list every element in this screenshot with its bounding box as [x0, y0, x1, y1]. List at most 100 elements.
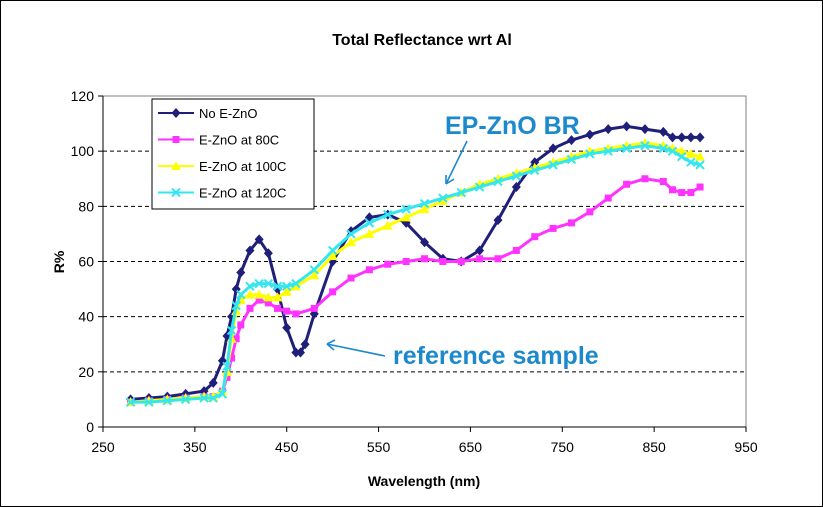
- data-point: [402, 258, 410, 265]
- legend-marker: [172, 136, 180, 143]
- data-point: [180, 394, 191, 405]
- data-point: [476, 255, 484, 263]
- data-point: [685, 148, 696, 158]
- annotation-reference-sample: reference sample: [393, 342, 599, 370]
- y-tick-label: 20: [78, 364, 94, 380]
- data-point: [420, 237, 429, 248]
- data-point: [364, 228, 375, 238]
- data-point: [530, 157, 540, 168]
- x-axis-title: Wavelength (nm): [368, 473, 480, 489]
- x-tick-label: 850: [642, 439, 666, 455]
- data-point: [365, 266, 373, 274]
- annotation-arrowhead-ep-zno: [445, 175, 455, 185]
- data-point: [695, 160, 705, 170]
- data-point: [300, 339, 310, 350]
- data-point: [291, 278, 301, 289]
- data-point: [696, 183, 704, 191]
- data-point: [309, 270, 320, 280]
- data-point: [281, 286, 292, 296]
- data-point: [686, 157, 696, 167]
- data-point: [511, 182, 521, 193]
- data-point: [641, 175, 649, 183]
- data-point: [290, 281, 301, 291]
- x-tick-label: 450: [275, 439, 299, 455]
- data-point: [292, 310, 300, 318]
- data-point: [228, 354, 236, 362]
- annotation-ep-zno-br: EP-ZnO BR: [445, 112, 580, 140]
- data-point: [282, 281, 292, 292]
- data-point: [567, 219, 575, 227]
- data-point: [283, 307, 291, 315]
- data-point: [548, 143, 558, 154]
- data-point: [493, 176, 503, 187]
- data-point: [347, 274, 355, 282]
- data-point: [419, 198, 430, 209]
- data-point: [658, 126, 668, 137]
- x-tick-label: 950: [734, 439, 758, 455]
- data-point: [669, 186, 677, 194]
- data-point: [604, 194, 612, 202]
- y-tick-label: 100: [71, 143, 95, 159]
- data-point: [282, 322, 292, 333]
- data-point: [263, 248, 273, 259]
- data-point: [199, 393, 209, 403]
- data-point: [623, 180, 631, 188]
- data-point: [208, 377, 218, 388]
- legend: No E-ZnO E-ZnO at 80C E-ZnO at 100C E-ZnO a…: [151, 98, 315, 210]
- x-tick-label: 750: [551, 439, 575, 455]
- chart-title: Total Reflectance wrt Al: [332, 32, 512, 49]
- data-point: [383, 209, 393, 220]
- data-point: [548, 160, 558, 170]
- data-point: [346, 229, 356, 239]
- data-point: [346, 237, 357, 247]
- data-point: [162, 396, 173, 406]
- data-point: [512, 246, 520, 254]
- data-point: [244, 289, 255, 299]
- annotation-arrow-reference: [326, 343, 386, 357]
- data-point: [255, 296, 263, 304]
- data-point: [254, 278, 264, 289]
- data-point: [531, 233, 539, 241]
- data-point: [272, 281, 283, 292]
- data-point: [327, 250, 338, 260]
- data-point: [603, 146, 613, 156]
- data-point: [549, 224, 557, 232]
- data-point: [475, 245, 485, 256]
- data-point: [439, 258, 447, 265]
- data-point: [327, 245, 338, 256]
- data-point: [566, 135, 576, 146]
- data-point: [511, 171, 522, 181]
- data-point: [272, 292, 283, 302]
- data-point: [677, 132, 687, 143]
- data-point: [236, 267, 246, 278]
- data-point: [493, 215, 503, 226]
- data-point: [640, 124, 650, 135]
- data-point: [401, 212, 412, 222]
- data-point: [585, 149, 595, 159]
- data-series: [125, 121, 706, 407]
- data-point: [208, 393, 218, 403]
- data-point: [687, 189, 695, 197]
- data-point: [382, 220, 393, 230]
- data-point: [245, 245, 255, 256]
- data-point: [658, 143, 669, 154]
- x-tick-label: 350: [183, 439, 207, 455]
- annotation-arrowhead-reference: [326, 339, 336, 351]
- x-tick-label: 250: [91, 439, 115, 455]
- data-point: [226, 325, 237, 336]
- legend-label: E-ZnO at 120C: [199, 186, 286, 201]
- data-point: [621, 143, 632, 154]
- data-point: [457, 258, 465, 265]
- data-point: [456, 187, 466, 198]
- data-point: [263, 278, 274, 289]
- data-point: [217, 389, 228, 399]
- data-point: [676, 151, 687, 162]
- data-point: [263, 292, 274, 302]
- data-point: [686, 132, 696, 143]
- data-point: [295, 347, 305, 358]
- legend-label: No E-ZnO: [199, 106, 258, 121]
- data-point: [586, 208, 594, 216]
- data-point: [438, 193, 448, 203]
- data-point: [494, 255, 502, 263]
